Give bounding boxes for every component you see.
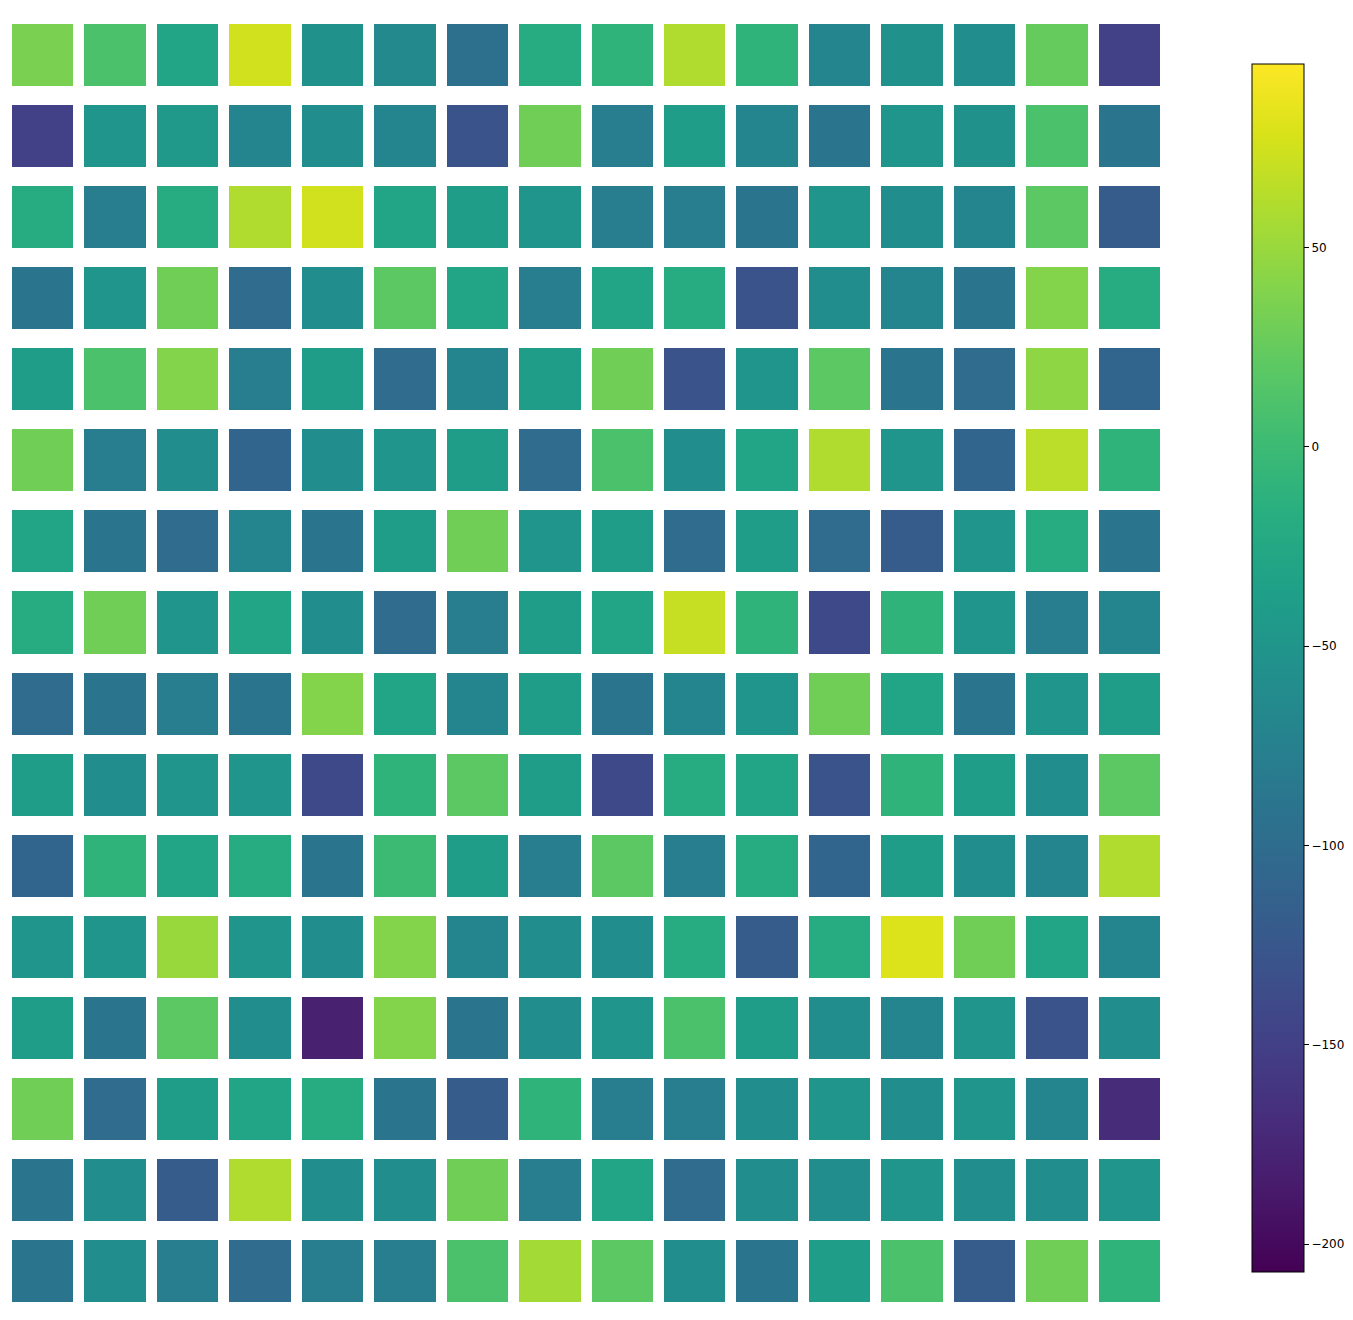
svg-text:−100: −100 bbox=[1311, 839, 1344, 853]
svg-text:0: 0 bbox=[1311, 440, 1319, 454]
svg-text:−150: −150 bbox=[1311, 1038, 1344, 1052]
svg-text:−50: −50 bbox=[1311, 639, 1336, 653]
svg-text:−200: −200 bbox=[1311, 1237, 1344, 1251]
svg-text:50: 50 bbox=[1311, 241, 1326, 255]
